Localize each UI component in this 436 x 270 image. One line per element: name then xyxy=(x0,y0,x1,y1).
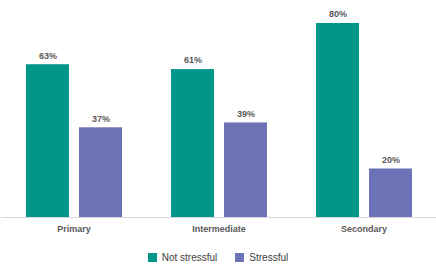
svg-text:39%: 39% xyxy=(237,109,255,119)
svg-text:63%: 63% xyxy=(39,51,57,61)
svg-text:Intermediate: Intermediate xyxy=(192,224,246,234)
html-text:Stressful: Stressful xyxy=(249,251,289,263)
svg-text:20%: 20% xyxy=(382,155,400,165)
html-text:Not stressful: Not stressful xyxy=(161,251,218,263)
svg-text:80%: 80% xyxy=(329,9,347,19)
svg-text:Secondary: Secondary xyxy=(341,224,387,234)
svg-text:61%: 61% xyxy=(184,55,202,65)
svg-text:37%: 37% xyxy=(92,114,110,124)
svg-text:Primary: Primary xyxy=(57,224,91,234)
